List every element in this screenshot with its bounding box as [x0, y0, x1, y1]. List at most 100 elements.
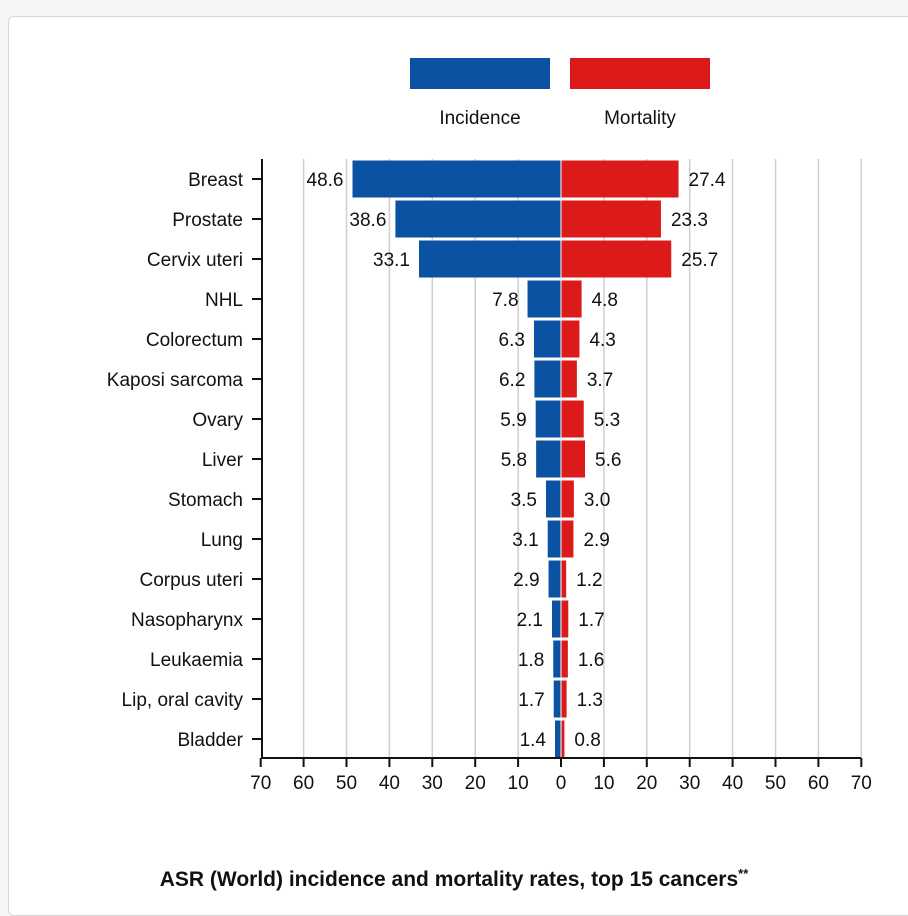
mortality-bar	[561, 600, 569, 638]
mortality-data-label: 1.2	[576, 570, 602, 591]
x-tick-label: 50	[336, 773, 357, 794]
incidence-data-label: 5.9	[500, 410, 526, 431]
incidence-data-label: 2.1	[517, 610, 543, 631]
mortality-bar	[561, 400, 584, 438]
incidence-data-label: 5.8	[501, 450, 527, 471]
x-tick-label: 20	[636, 773, 657, 794]
incidence-data-label: 33.1	[373, 250, 410, 271]
incidence-bar	[534, 360, 561, 398]
category-label: Ovary	[192, 410, 243, 431]
mortality-bar	[561, 680, 567, 718]
incidence-bar	[352, 160, 561, 198]
mortality-data-label: 1.7	[578, 610, 604, 631]
x-tick-label: 10	[593, 773, 614, 794]
category-label: Colorectum	[146, 330, 243, 351]
incidence-data-label: 48.6	[307, 170, 344, 191]
category-label: Bladder	[178, 730, 244, 751]
incidence-data-label: 7.8	[492, 290, 518, 311]
incidence-bar	[419, 240, 561, 278]
x-tick-label: 60	[293, 773, 314, 794]
incidence-bar	[551, 600, 561, 638]
incidence-data-label: 6.3	[499, 330, 525, 351]
mortality-data-label: 5.3	[594, 410, 620, 431]
x-tick-label: 40	[379, 773, 400, 794]
incidence-bar	[553, 640, 561, 678]
mortality-bar	[561, 360, 577, 398]
x-tick-label: 60	[808, 773, 829, 794]
category-label: Lung	[201, 530, 243, 551]
category-label: Stomach	[168, 490, 243, 511]
mortality-data-label: 25.7	[681, 250, 718, 271]
legend-swatch-mortality	[570, 58, 710, 89]
incidence-data-label: 1.4	[520, 730, 547, 751]
legend-label-mortality: Mortality	[604, 108, 676, 129]
incidence-data-label: 1.8	[518, 650, 544, 671]
incidence-data-label: 2.9	[513, 570, 539, 591]
category-label: Liver	[202, 450, 244, 471]
x-tick-label: 20	[465, 773, 486, 794]
chart-title-text: ASR (World) incidence and mortality rate…	[159, 868, 739, 891]
category-label: Corpus uteri	[140, 570, 244, 591]
legend-label-incidence: Incidence	[439, 108, 520, 129]
category-label: Leukaemia	[150, 650, 243, 671]
legend: Incidence Mortality	[410, 58, 710, 129]
incidence-bar	[554, 720, 561, 758]
incidence-data-label: 38.6	[349, 210, 386, 231]
incidence-bar	[533, 320, 561, 358]
x-tick-label: 0	[556, 773, 567, 794]
x-tick-label: 30	[679, 773, 700, 794]
legend-swatch-incidence	[410, 58, 550, 89]
incidence-bar	[535, 400, 561, 438]
mortality-data-label: 0.8	[574, 730, 600, 751]
chart-title: ASR (World) incidence and mortality rate…	[0, 866, 908, 892]
mortality-bar	[561, 200, 661, 238]
mortality-data-label: 3.7	[587, 370, 613, 391]
x-tick-label: 70	[250, 773, 271, 794]
mortality-data-label: 23.3	[671, 210, 708, 231]
incidence-data-label: 1.7	[518, 690, 544, 711]
mortality-bar	[561, 240, 672, 278]
incidence-bar	[527, 280, 561, 318]
mortality-data-label: 1.3	[577, 690, 603, 711]
bars: 48.6 27.4 38.6 23.3 33.1 25.7 7.8 4.8 6.3 4.3 6.2 3…	[307, 159, 726, 758]
x-tick-label: 70	[851, 773, 872, 794]
mortality-data-label: 1.6	[578, 650, 604, 671]
category-label: Cervix uteri	[147, 250, 243, 271]
mortality-data-label: 4.8	[592, 290, 618, 311]
incidence-data-label: 6.2	[499, 370, 525, 391]
x-tick-label: 50	[765, 773, 786, 794]
mortality-bar	[561, 320, 580, 358]
incidence-data-label: 3.5	[511, 490, 537, 511]
x-tick-label: 40	[722, 773, 743, 794]
mortality-bar	[561, 280, 582, 318]
x-tick-label: 30	[422, 773, 443, 794]
mortality-data-label: 3.0	[584, 490, 610, 511]
mortality-bar	[561, 160, 679, 198]
mortality-data-label: 4.3	[589, 330, 615, 351]
mortality-data-label: 2.9	[583, 530, 609, 551]
incidence-bar	[545, 480, 561, 518]
mortality-bar	[561, 480, 574, 518]
axes: Breast Prostate Cervix uteri NHL Colorectum K…	[107, 159, 872, 794]
incidence-bar	[548, 560, 561, 598]
category-label: Nasopharynx	[131, 610, 243, 631]
incidence-bar	[536, 440, 561, 478]
mortality-bar	[561, 520, 574, 558]
incidence-bar	[547, 520, 561, 558]
mortality-bar	[561, 440, 586, 478]
category-label: Breast	[188, 170, 244, 191]
mortality-data-label: 5.6	[595, 450, 621, 471]
incidence-bar	[553, 680, 561, 718]
x-tick-label: 10	[508, 773, 529, 794]
incidence-data-label: 3.1	[512, 530, 538, 551]
category-label: Lip, oral cavity	[122, 690, 244, 711]
mortality-data-label: 27.4	[689, 170, 726, 191]
chart-title-footnote: **	[738, 866, 749, 881]
category-label: Kaposi sarcoma	[107, 370, 244, 391]
mortality-bar	[561, 720, 565, 758]
mortality-bar	[561, 640, 568, 678]
mortality-bar	[561, 560, 567, 598]
incidence-bar	[395, 200, 561, 238]
category-label: Prostate	[172, 210, 243, 231]
